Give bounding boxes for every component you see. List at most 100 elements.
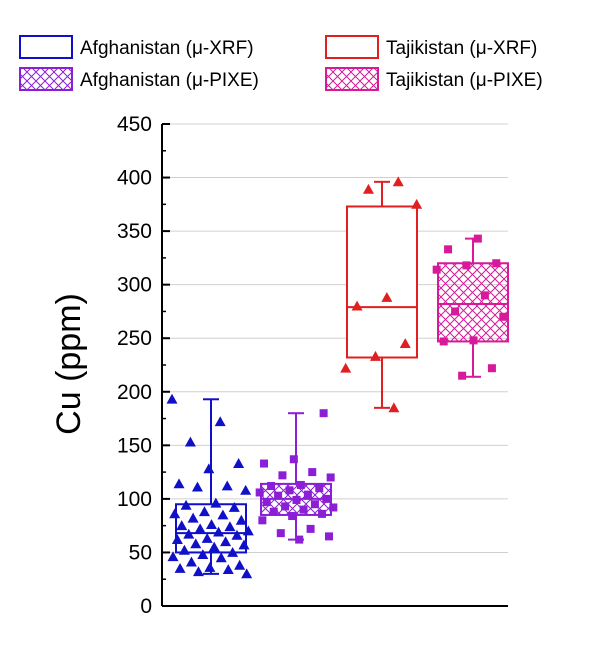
data-point	[228, 501, 240, 512]
data-point	[432, 265, 441, 274]
data-point	[215, 552, 227, 563]
data-point	[174, 563, 186, 573]
data-point	[269, 507, 278, 516]
data-point	[322, 494, 331, 503]
data-point	[213, 526, 225, 537]
data-point	[176, 520, 188, 531]
data-point	[234, 559, 246, 570]
data-point	[167, 551, 179, 562]
legend-entry-tajikistan-xrf: Tajikistan (μ-XRF)	[325, 35, 537, 59]
data-point	[203, 463, 215, 474]
box-iqr	[346, 205, 418, 359]
data-point	[241, 568, 253, 579]
y-tick-label: 300	[117, 274, 152, 297]
data-point	[492, 259, 501, 268]
y-tick-label: 350	[117, 220, 152, 243]
data-point	[169, 508, 181, 519]
data-point	[221, 480, 233, 491]
data-point	[319, 409, 328, 418]
data-point	[281, 502, 290, 511]
data-point	[399, 338, 411, 348]
data-point	[306, 524, 315, 533]
y-tick-label: 400	[117, 167, 152, 190]
data-point	[204, 561, 216, 572]
y-tick-label: 50	[129, 541, 152, 564]
box-series-2	[340, 176, 423, 413]
data-point	[206, 519, 218, 529]
legend-swatch-tajikistan-pixe	[325, 67, 379, 91]
legend: Afghanistan (μ-XRF) Tajikistan (μ-XRF) A…	[19, 35, 543, 91]
box-series-1	[255, 409, 338, 544]
data-point	[289, 455, 298, 464]
data-point	[276, 529, 285, 538]
data-point	[487, 364, 496, 373]
data-point	[285, 486, 294, 495]
data-point	[258, 516, 267, 525]
data-point	[171, 534, 183, 544]
data-point	[392, 176, 404, 187]
data-point	[295, 535, 304, 544]
data-point	[315, 484, 324, 493]
legend-entry-afghanistan-xrf: Afghanistan (μ-XRF)	[19, 35, 254, 59]
data-point	[208, 541, 220, 552]
data-point	[317, 509, 326, 518]
data-point	[299, 505, 308, 514]
data-point	[288, 512, 297, 521]
data-point	[292, 495, 301, 504]
data-point	[192, 566, 204, 577]
data-point	[340, 362, 352, 373]
data-point	[224, 521, 236, 532]
data-point	[480, 291, 489, 300]
data-point	[255, 488, 264, 497]
data-point	[388, 402, 400, 413]
legend-label-afghanistan-xrf: Afghanistan (μ-XRF)	[80, 38, 254, 59]
data-point	[201, 533, 213, 543]
data-point	[187, 512, 199, 523]
y-axis-label: Cu (ppm)	[50, 293, 88, 435]
data-point	[267, 482, 276, 491]
data-point	[198, 506, 210, 517]
data-point	[329, 503, 338, 512]
axes: 0 50 100 150 200 250 300 350 400 450	[117, 113, 508, 618]
legend-entry-tajikistan-pixe: Tajikistan (μ-PIXE)	[325, 67, 543, 91]
data-point	[222, 564, 234, 574]
y-tick-label: 450	[117, 113, 152, 136]
data-point	[303, 490, 312, 499]
data-point	[469, 336, 478, 345]
data-point	[178, 544, 190, 555]
data-point	[240, 484, 252, 495]
legend-swatch-afghanistan-pixe	[19, 67, 73, 91]
data-point	[227, 546, 239, 557]
data-point	[324, 532, 333, 541]
data-point	[194, 523, 206, 534]
y-tick-label: 250	[117, 327, 152, 350]
data-point	[210, 497, 222, 508]
data-point	[231, 529, 243, 540]
box-series-0	[166, 393, 254, 579]
data-point	[278, 471, 287, 480]
data-point	[260, 459, 269, 468]
data-point	[191, 481, 203, 492]
box-series-3	[432, 234, 509, 380]
legend-label-afghanistan-pixe: Afghanistan (μ-PIXE)	[80, 70, 259, 91]
data-point	[184, 436, 196, 447]
data-point	[197, 549, 209, 559]
data-point	[499, 312, 508, 321]
series-group	[166, 176, 509, 579]
data-point	[462, 261, 471, 270]
data-point	[233, 458, 245, 468]
data-point	[180, 499, 192, 510]
y-tick-label: 0	[140, 595, 152, 618]
data-point	[262, 498, 271, 507]
data-point	[458, 371, 467, 380]
data-point	[238, 539, 250, 550]
data-point	[439, 337, 448, 346]
data-point	[190, 538, 202, 549]
data-point	[381, 292, 393, 302]
legend-swatch-tajikistan-xrf	[325, 35, 379, 59]
data-point	[185, 556, 197, 567]
y-tick-label: 200	[117, 381, 152, 404]
data-point	[296, 480, 305, 489]
